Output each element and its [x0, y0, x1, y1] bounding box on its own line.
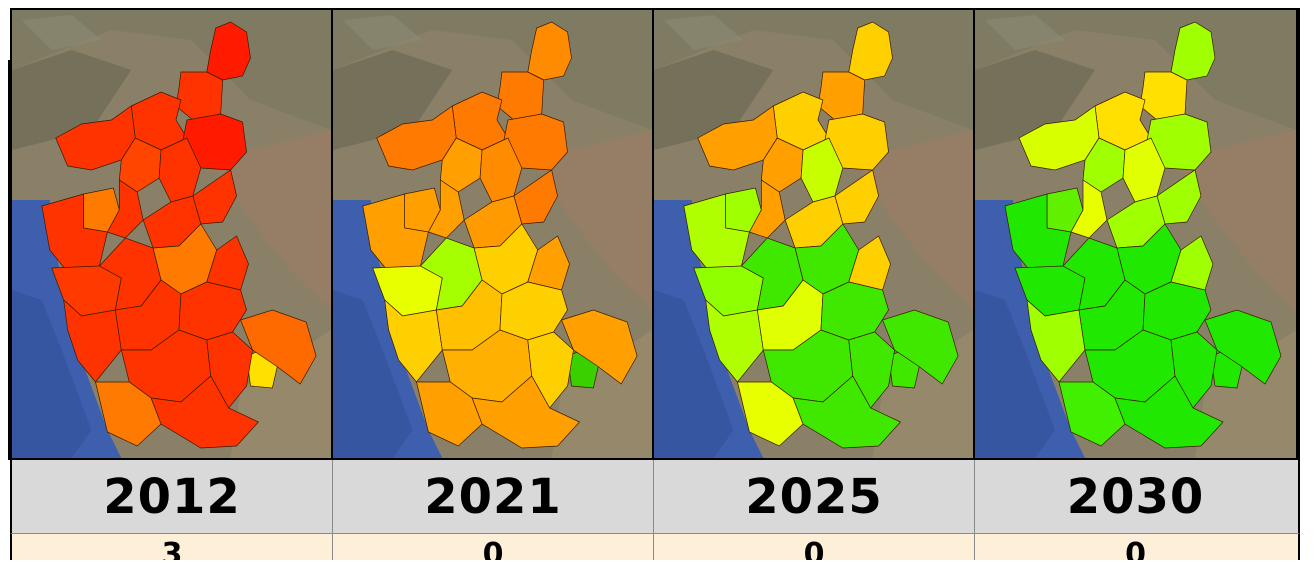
district-region	[792, 375, 902, 449]
district-region	[206, 21, 251, 81]
district-region	[384, 299, 443, 383]
year-label: 2025	[745, 468, 883, 525]
district-region	[41, 193, 108, 273]
year-labels-row: 2012 2021 2025 2030	[10, 460, 1300, 534]
karnataka-map-2012	[12, 10, 331, 458]
district-region	[1170, 235, 1214, 291]
value-row: 3 0 0 0	[10, 534, 1300, 560]
terrain-patch	[333, 50, 453, 150]
district-region	[848, 235, 891, 291]
sea-shade	[333, 290, 413, 458]
value-text: 0	[482, 537, 504, 561]
district-region	[683, 193, 750, 273]
comparison-figure: 2012 2021 2025 2030 3 0 0 0	[10, 8, 1300, 560]
year-cell: 2030	[975, 460, 1296, 533]
value-cell: 0	[975, 534, 1296, 561]
value-cell: 3	[12, 534, 333, 560]
district-region	[561, 309, 638, 385]
map-panel-2021	[333, 10, 654, 458]
terrain-patch	[210, 130, 331, 310]
karnataka-map-2030	[975, 10, 1296, 458]
terrain-patch	[975, 50, 1095, 150]
value-text: 3	[161, 537, 183, 561]
terrain-patch	[21, 15, 102, 50]
value-text: 0	[803, 537, 825, 561]
district-region	[882, 309, 959, 385]
district-region	[206, 235, 249, 291]
terrain-patch	[852, 130, 973, 310]
district-region	[527, 21, 572, 81]
value-cell: 0	[333, 534, 654, 560]
year-label: 2021	[424, 468, 562, 525]
terrain-patch	[1175, 130, 1296, 310]
terrain-patch	[975, 10, 1296, 130]
year-cell: 2021	[333, 460, 654, 533]
district-region	[1026, 299, 1086, 383]
sea-shade	[975, 290, 1055, 458]
district-region	[362, 193, 429, 273]
sea-shade	[654, 290, 734, 458]
terrain-patch	[663, 15, 744, 50]
terrain-patch	[654, 50, 774, 150]
district-region	[1170, 21, 1216, 81]
map-panel-2012	[12, 10, 333, 458]
terrain-patch	[985, 15, 1065, 50]
terrain-patch	[654, 10, 973, 130]
district-region	[527, 235, 570, 291]
map-panel-2025	[654, 10, 975, 458]
year-label: 2012	[103, 468, 241, 525]
year-label: 2030	[1066, 468, 1205, 525]
value-cell: 0	[654, 534, 975, 560]
district-region	[63, 299, 122, 383]
year-cell: 2025	[654, 460, 975, 533]
district-region	[705, 299, 764, 383]
terrain-patch	[12, 10, 331, 130]
district-region	[1114, 375, 1224, 449]
karnataka-map-2025	[654, 10, 973, 458]
terrain-patch	[333, 10, 652, 130]
district-region	[1004, 193, 1072, 273]
terrain-patch	[12, 50, 132, 150]
terrain-patch	[531, 130, 652, 310]
left-edge-line	[8, 60, 10, 460]
terrain-patch	[342, 15, 423, 50]
karnataka-map-2021	[333, 10, 652, 458]
district-region	[848, 21, 893, 81]
map-panel-2030	[975, 10, 1296, 458]
district-region	[240, 309, 317, 385]
value-text: 0	[1125, 537, 1146, 561]
year-cell: 2012	[12, 460, 333, 533]
sea-shade	[12, 290, 92, 458]
district-region	[471, 375, 581, 449]
district-region	[1204, 309, 1282, 385]
district-region	[150, 375, 260, 449]
maps-row	[10, 8, 1300, 460]
